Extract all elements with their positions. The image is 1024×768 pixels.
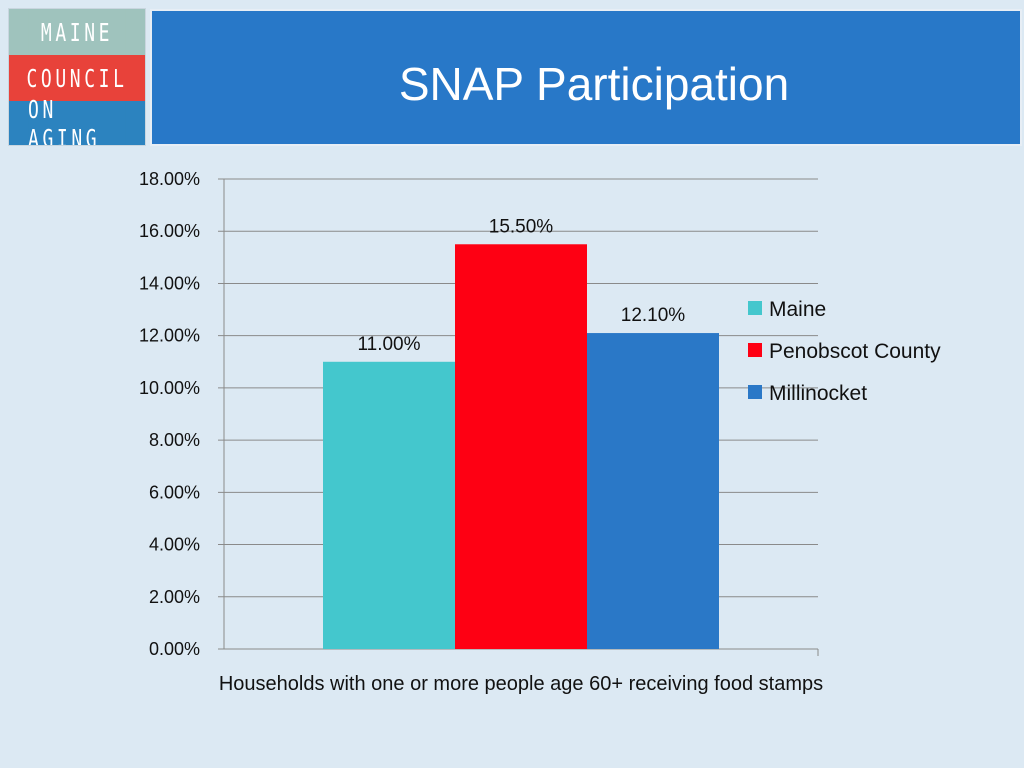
data-label: 15.50% (489, 216, 554, 237)
y-tick-label: 2.00% (149, 587, 200, 607)
y-tick-label: 16.00% (139, 221, 200, 241)
legend-swatch (748, 385, 762, 399)
y-tick-label: 14.00% (139, 273, 200, 293)
logo-line-on-aging: ON AGING (28, 95, 126, 145)
y-tick-label: 10.00% (139, 378, 200, 398)
y-tick-label: 8.00% (149, 430, 200, 450)
y-tick-label: 12.00% (139, 326, 200, 346)
y-tick-label: 18.00% (139, 169, 200, 189)
bar-maine (323, 361, 455, 649)
data-label: 12.10% (621, 305, 686, 326)
legend-swatch (748, 301, 762, 315)
maine-council-on-aging-logo: MAINE COUNCIL ON AGING (8, 8, 146, 146)
y-tick-label: 4.00% (149, 535, 200, 555)
bar-penobscot-county (455, 244, 587, 649)
data-label: 11.00% (357, 334, 420, 355)
page-title: SNAP Participation (398, 58, 790, 110)
legend-swatch (748, 343, 762, 357)
x-axis-label: Households with one or more people age 6… (219, 673, 823, 695)
slide-header: SNAP Participation (150, 9, 1022, 146)
logo-line-council: COUNCIL (26, 55, 126, 101)
y-tick-label: 0.00% (149, 639, 200, 659)
logo-line-maine: MAINE (28, 9, 126, 55)
bar-millinocket (587, 333, 719, 649)
y-tick-label: 6.00% (149, 482, 200, 502)
legend-label: Millinocket (769, 382, 867, 405)
legend-label: Maine (769, 298, 826, 321)
legend-label: Penobscot County (769, 340, 941, 363)
